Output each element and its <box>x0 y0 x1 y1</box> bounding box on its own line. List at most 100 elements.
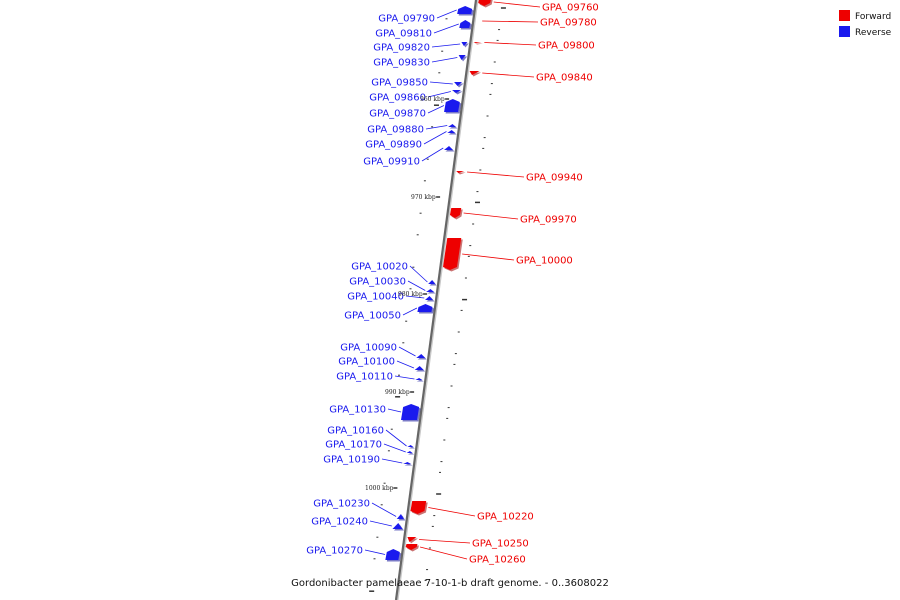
label-leader-line <box>463 212 519 220</box>
label-leader-line <box>482 20 539 23</box>
gene-gpa-10250[interactable] <box>407 537 417 542</box>
gene-label: GPA_10260 <box>469 555 526 566</box>
label-leader-line <box>402 307 418 316</box>
gene-gpa-10110[interactable] <box>415 378 423 380</box>
gene-label: GPA_09890 <box>365 140 422 151</box>
gene-gpa-10230[interactable] <box>396 514 404 519</box>
gene-gpa-09870[interactable] <box>444 99 460 112</box>
gene-label: GPA_10250 <box>472 539 529 550</box>
gene-gpa-09840[interactable] <box>469 71 480 75</box>
gene-label: GPA_09880 <box>367 125 424 136</box>
gene-gpa-09880[interactable] <box>448 124 457 127</box>
map-caption: Gordonibacter pamelaeae 7-10-1-b draft g… <box>291 578 609 589</box>
label-leader-line <box>419 539 471 544</box>
gene-label: GPA_10020 <box>351 262 408 273</box>
genes-group <box>385 0 493 562</box>
legend: Forward Reverse <box>839 10 892 38</box>
gene-label: GPA_10110 <box>336 372 393 383</box>
gene-label: GPA_09810 <box>375 29 432 40</box>
gene-label: GPA_10170 <box>325 440 382 451</box>
gene-gpa-10240[interactable] <box>392 523 403 529</box>
gene-gpa-10040[interactable] <box>425 296 433 300</box>
gene-label: GPA_10270 <box>306 546 363 557</box>
gene-label: GPA_10100 <box>338 357 395 368</box>
legend-label-reverse: Reverse <box>855 28 892 38</box>
gene-label: GPA_10090 <box>340 343 397 354</box>
gene-gpa-09890[interactable] <box>447 130 456 133</box>
gene-gpa-10090[interactable] <box>416 354 426 358</box>
gene-label: GPA_09830 <box>373 58 430 69</box>
label-leader-line <box>387 408 402 413</box>
label-leader-line <box>364 549 386 555</box>
legend-label-forward: Forward <box>855 12 891 22</box>
label-leader-line <box>482 72 535 78</box>
label-leader-line <box>396 360 415 369</box>
gene-gpa-09850[interactable] <box>454 82 463 86</box>
gene-label: GPA_10220 <box>477 512 534 523</box>
gene-gpa-10130[interactable] <box>401 404 420 420</box>
genome-axis <box>394 0 479 600</box>
gene-gpa-10000[interactable] <box>443 238 462 270</box>
gene-gpa-10020[interactable] <box>428 280 436 284</box>
gene-gpa-09910[interactable] <box>444 146 453 150</box>
label-leader-line <box>385 429 407 447</box>
ticks-group <box>369 7 506 592</box>
gene-gpa-09940[interactable] <box>456 171 465 173</box>
gene-gpa-10270[interactable] <box>385 549 400 560</box>
gene-label: GPA_10130 <box>329 405 386 416</box>
gene-gpa-09820[interactable] <box>461 42 468 46</box>
label-leader-line <box>433 23 459 34</box>
gene-gpa-10050[interactable] <box>417 304 433 312</box>
legend-swatch-forward <box>839 10 850 21</box>
label-leader-line <box>425 125 448 130</box>
gene-gpa-10260[interactable] <box>405 544 418 550</box>
gene-gpa-09790[interactable] <box>457 6 473 14</box>
label-leader-line <box>383 443 406 453</box>
gene-gpa-09830[interactable] <box>458 55 466 60</box>
gene-label: GPA_09840 <box>536 73 593 84</box>
gene-gpa-10190[interactable] <box>403 462 412 464</box>
gene-label: GPA_10160 <box>327 426 384 437</box>
label-leader-line <box>436 9 457 19</box>
gene-label: GPA_09860 <box>369 93 426 104</box>
label-leader-line <box>423 131 447 145</box>
label-leader-line <box>427 91 451 98</box>
label-leader-line <box>419 546 468 560</box>
kbp-labels: 960 kbp 970 kbp 980 kbp 990 kbp 1000 kbp <box>365 96 450 492</box>
gene-labels: GPA_09790 GPA_09810 GPA_09820 GPA_09830 GPA_… <box>306 3 599 566</box>
label-leader-line <box>431 43 461 48</box>
gene-gpa-10220[interactable] <box>410 501 427 514</box>
kbp-label: 1000 kbp <box>365 485 394 492</box>
gene-gpa-10170[interactable] <box>406 451 413 453</box>
gene-label: GPA_09940 <box>526 173 583 184</box>
gene-label: GPA_09780 <box>540 18 597 29</box>
label-leader-line <box>484 42 537 46</box>
label-leader-line <box>394 375 415 380</box>
gene-gpa-10160[interactable] <box>407 445 414 447</box>
gene-gpa-09760[interactable] <box>478 0 491 6</box>
gene-gpa-09800[interactable] <box>473 42 482 43</box>
gene-label: GPA_10190 <box>323 455 380 466</box>
gene-gpa-09970[interactable] <box>449 208 462 218</box>
label-leader-line <box>493 1 541 8</box>
gene-label: GPA_09820 <box>373 43 430 54</box>
gene-gpa-10100[interactable] <box>414 366 424 370</box>
gene-label: GPA_09850 <box>371 78 428 89</box>
label-leader-line <box>371 502 397 517</box>
label-leader-line <box>398 346 416 357</box>
gene-gpa-09860[interactable] <box>452 90 461 93</box>
kbp-label: 980 kbp <box>398 291 423 298</box>
gene-label: GPA_10240 <box>311 517 368 528</box>
gene-label: GPA_09870 <box>369 109 426 120</box>
label-leader-line <box>369 520 392 527</box>
gene-label: GPA_09800 <box>538 41 595 52</box>
gene-gpa-10030[interactable] <box>426 289 435 292</box>
gene-label: GPA_10000 <box>516 256 573 267</box>
gene-label: GPA_10040 <box>347 292 404 303</box>
label-leader-line <box>409 265 428 283</box>
axis-line <box>394 0 478 600</box>
gene-gpa-09810[interactable] <box>459 20 471 28</box>
kbp-label: 970 kbp <box>411 194 436 201</box>
label-leader-line <box>427 105 445 114</box>
legend-swatch-reverse <box>839 26 850 37</box>
